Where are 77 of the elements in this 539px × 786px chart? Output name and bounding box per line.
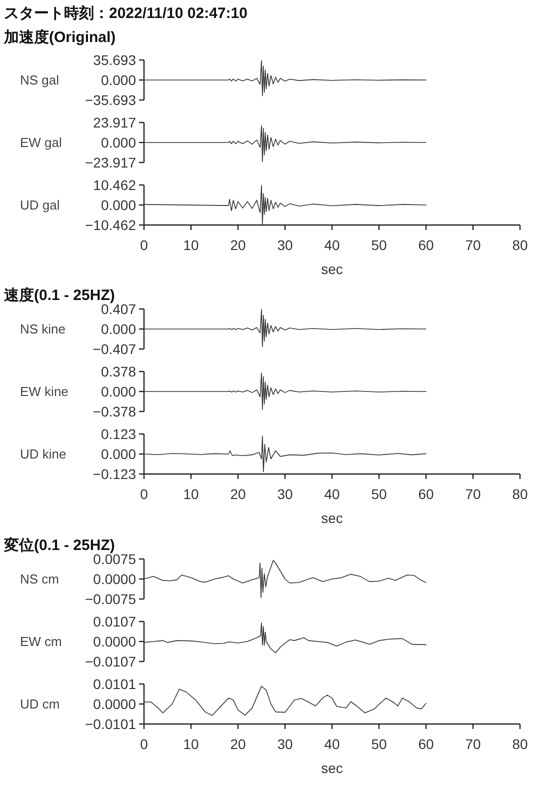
y-tick-label: −0.0075 <box>85 591 136 607</box>
x-tick-label: 50 <box>371 486 387 502</box>
x-tick-label: 60 <box>418 486 434 502</box>
x-axis-title: sec <box>321 261 343 277</box>
y-axis-title: UD cm <box>20 696 60 712</box>
y-tick-label: −0.378 <box>92 404 136 420</box>
x-tick-label: 80 <box>512 237 528 253</box>
y-axis-title: NS kine <box>20 322 66 336</box>
y-tick-label: 0.0000 <box>93 571 136 587</box>
chart-title: スタート時刻：2022/11/10 02:47:10 <box>4 4 248 22</box>
y-axis-title: EW gal <box>20 135 62 150</box>
x-tick-label: 70 <box>465 486 481 502</box>
x-tick-label: 60 <box>418 736 434 752</box>
y-axis-title: EW cm <box>20 634 62 649</box>
x-tick-label: 70 <box>465 736 481 752</box>
chart-title: 変位(0.1 - 25HZ) <box>3 536 115 554</box>
y-tick-label: 35.693 <box>93 52 136 68</box>
x-tick-label: 40 <box>324 736 340 752</box>
y-tick-label: 0.000 <box>100 197 136 213</box>
x-tick-label: 40 <box>324 237 340 253</box>
line-series <box>144 686 426 716</box>
y-tick-label: −0.407 <box>92 341 136 357</box>
y-tick-label: 0.123 <box>100 426 136 442</box>
x-tick-label: 10 <box>183 237 199 253</box>
y-tick-label: −10.462 <box>85 217 136 233</box>
chart-title: 速度(0.1 - 25HZ) <box>4 286 115 304</box>
y-tick-label: 23.917 <box>93 114 136 130</box>
y-axis-title: UD kine <box>20 446 66 462</box>
x-tick-label: 30 <box>277 486 293 502</box>
chart-subtitle: 加速度(Original) <box>3 28 116 46</box>
y-tick-label: 0.0101 <box>93 676 136 692</box>
x-tick-label: 80 <box>512 486 528 502</box>
y-tick-label: 0.0000 <box>93 634 136 650</box>
y-tick-label: 0.378 <box>100 364 136 380</box>
y-axis-title: NS gal <box>20 72 60 88</box>
x-tick-label: 10 <box>183 736 199 752</box>
y-tick-label: 0.000 <box>100 72 136 88</box>
x-tick-label: 0 <box>140 736 148 752</box>
y-tick-label: 0.0000 <box>93 696 136 712</box>
line-series <box>144 560 426 598</box>
y-tick-label: −35.693 <box>85 92 136 108</box>
line-series <box>144 622 426 654</box>
y-tick-label: 10.462 <box>93 177 136 193</box>
y-tick-label: −0.0101 <box>85 716 136 732</box>
x-tick-label: 50 <box>371 736 387 752</box>
line-series <box>144 372 426 410</box>
y-axis-title: NS cm <box>20 572 59 586</box>
line-series <box>144 185 426 225</box>
y-tick-label: −23.917 <box>85 154 136 170</box>
y-tick-label: 0.000 <box>100 321 136 337</box>
x-axis-title: sec <box>321 760 343 776</box>
x-tick-label: 20 <box>230 486 246 502</box>
x-tick-label: 50 <box>371 237 387 253</box>
x-tick-label: 0 <box>140 486 148 502</box>
x-tick-label: 40 <box>324 486 340 502</box>
y-axis-title: EW kine <box>20 384 68 399</box>
y-axis-title: UD gal <box>20 198 60 212</box>
line-series <box>144 436 426 472</box>
line-series <box>144 125 426 162</box>
x-tick-label: 70 <box>465 237 481 253</box>
x-tick-label: 20 <box>230 736 246 752</box>
y-tick-label: 0.000 <box>100 384 136 400</box>
y-tick-label: −0.123 <box>92 466 136 482</box>
line-series <box>144 60 426 96</box>
x-tick-label: 30 <box>277 736 293 752</box>
y-tick-label: 0.000 <box>100 446 136 462</box>
y-tick-label: 0.000 <box>100 134 136 150</box>
y-tick-label: 0.0107 <box>93 614 136 630</box>
x-axis-title: sec <box>321 510 343 526</box>
line-series <box>144 308 426 348</box>
x-tick-label: 80 <box>512 736 528 752</box>
x-tick-label: 60 <box>418 237 434 253</box>
y-tick-label: −0.0107 <box>85 654 136 670</box>
x-tick-label: 10 <box>183 486 199 502</box>
x-tick-label: 20 <box>230 237 246 253</box>
x-tick-label: 30 <box>277 237 293 253</box>
x-tick-label: 0 <box>140 237 148 253</box>
